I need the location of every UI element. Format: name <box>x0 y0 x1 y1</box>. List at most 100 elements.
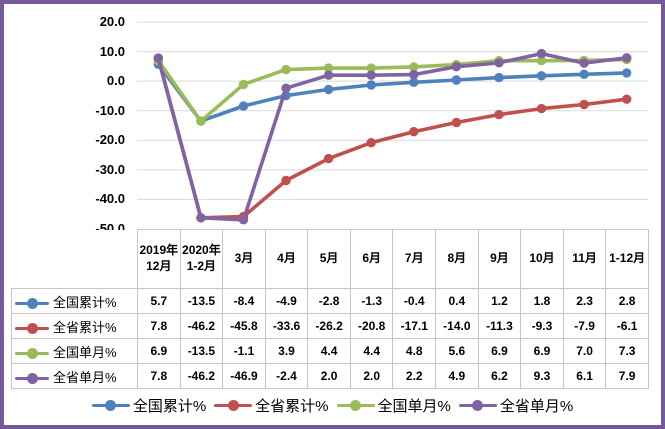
table-cell: -11.3 <box>477 313 522 339</box>
table-cell: 2.2 <box>392 363 437 389</box>
table-cell: -2.8 <box>307 288 351 314</box>
data-point-marker <box>323 153 334 164</box>
data-point-marker <box>281 64 291 75</box>
table-cell: 6.2 <box>477 363 522 389</box>
table-cell: -0.4 <box>392 288 437 314</box>
table-cell: -2.4 <box>264 363 309 389</box>
legend-line-marker-icon <box>336 399 375 411</box>
table-cell: -20.8 <box>349 313 394 339</box>
data-point-marker <box>366 138 376 148</box>
table-cell: 7.8 <box>137 313 181 339</box>
table-cell: 2.8 <box>605 288 649 314</box>
data-point-marker <box>451 75 462 85</box>
legend-line-marker-icon <box>458 399 497 411</box>
table-cell: -9.3 <box>520 313 564 339</box>
legend-item: 全省累计% <box>214 395 329 416</box>
table-header-cell: 2020年1-2月 <box>179 229 224 289</box>
data-point-marker <box>366 70 376 80</box>
table-corner-cell <box>11 229 138 289</box>
data-point-marker <box>196 213 206 223</box>
chart-data-table-wrap: 2019年12月 2020年1-2月 3月 4月 5月 6月 7月 8月 9月 10月 11月 1-1… <box>11 229 649 389</box>
data-point-marker <box>238 79 249 90</box>
table-cell: -13.5 <box>179 288 224 314</box>
table-cell: 5.7 <box>137 288 181 314</box>
table-cell: 9.3 <box>520 363 564 389</box>
data-point-marker <box>238 101 249 111</box>
table-cell: 1.8 <box>520 288 564 314</box>
legend-line-marker-icon <box>15 347 49 359</box>
table-header-cell: 9月 <box>477 229 522 289</box>
table-row: 全国累计% 5.7 -13.5 -8.4 -4.9 -2.8 -1.3 -0.4 0.4 1.2 1… <box>11 288 649 314</box>
data-point-marker <box>579 99 589 110</box>
table-row: 全省单月% 7.8 -46.2 -46.9 -2.4 2.0 2.0 2.2 4.9 6.2 9.3… <box>11 363 649 389</box>
table-cell: 6.9 <box>137 338 181 364</box>
data-point-marker <box>153 53 163 63</box>
legend-item: 全国累计% <box>91 395 207 416</box>
data-point-marker <box>536 56 547 66</box>
series-line <box>156 57 629 123</box>
table-header-cell: 10月 <box>520 229 564 289</box>
table-cell: 7.0 <box>562 338 607 364</box>
legend-line-marker-icon <box>15 322 49 334</box>
table-cell: -17.1 <box>392 313 437 339</box>
table-cell: 7.3 <box>605 338 649 364</box>
series-line <box>156 56 629 220</box>
chart-legend: 全国累计% 全省累计% 全国单月% 全省单月% <box>4 390 661 420</box>
table-cell: -4.9 <box>264 288 309 314</box>
table-cell: 2.3 <box>562 288 607 314</box>
table-header-cell: 2019年12月 <box>137 229 181 289</box>
table-cell: -6.1 <box>605 313 649 339</box>
table-cell: 1.2 <box>477 288 522 314</box>
legend-item-label: 全国累计% <box>132 397 207 415</box>
line-chart-plot-area <box>137 21 648 225</box>
table-header-cell: 3月 <box>222 229 266 289</box>
table-row: 全省累计% 7.8 -46.2 -45.8 -33.6 -26.2 -20.8 -17.1 -1… <box>11 313 649 339</box>
table-row: 全国单月% 6.9 -13.5 -1.1 3.9 4.4 4.4 4.8 5.6 6.9 6.9 7.… <box>11 338 649 364</box>
data-point-marker <box>579 58 589 68</box>
data-point-marker <box>622 68 632 78</box>
table-cell: -45.8 <box>222 313 266 339</box>
legend-item-label: 全省单月% <box>499 397 574 415</box>
table-cell: -33.6 <box>264 313 309 339</box>
series-name-label: 全国单月% <box>53 344 117 360</box>
y-axis-tick-label: -40.0 <box>95 191 125 207</box>
y-axis-tick-label: 10.0 <box>99 43 125 59</box>
table-header-cell: 7月 <box>392 229 437 289</box>
table-cell: 2.0 <box>307 363 351 389</box>
table-cell: 4.4 <box>349 338 394 364</box>
table-cell: 3.9 <box>264 338 309 364</box>
table-header-cell: 8月 <box>435 229 479 289</box>
table-row-label: 全国累计% <box>11 288 138 314</box>
chart-data-table: 2019年12月 2020年1-2月 3月 4月 5月 6月 7月 8月 9月 10月 11月 1-1… <box>11 229 649 389</box>
series-name-label: 全国累计% <box>53 294 117 310</box>
y-axis-tick-label: 20.0 <box>99 14 125 29</box>
legend-item: 全国单月% <box>336 395 451 416</box>
data-point-marker <box>451 62 462 72</box>
data-point-marker <box>366 80 376 90</box>
series-name-label: 全省单月% <box>53 369 117 385</box>
table-cell: 4.8 <box>392 338 437 364</box>
y-axis-tick-label: -20.0 <box>95 132 125 148</box>
data-point-marker <box>323 63 334 73</box>
data-point-marker <box>281 175 291 186</box>
data-point-marker <box>494 72 504 83</box>
data-point-marker <box>281 83 291 93</box>
data-point-marker <box>409 77 419 88</box>
table-header-cell: 11月 <box>562 229 607 289</box>
legend-item-label: 全国单月% <box>377 397 451 415</box>
table-cell: 7.8 <box>137 363 181 389</box>
legend-item: 全省单月% <box>458 395 574 416</box>
data-point-marker <box>494 58 504 68</box>
data-point-marker <box>409 69 419 80</box>
table-header-cell: 6月 <box>349 229 394 289</box>
table-cell: 0.4 <box>435 288 479 314</box>
legend-line-marker-icon <box>214 399 253 411</box>
table-cell: 6.9 <box>477 338 522 364</box>
table-cell: -13.5 <box>179 338 224 364</box>
legend-line-marker-icon <box>15 372 49 384</box>
data-point-marker <box>579 69 589 80</box>
table-cell: -26.2 <box>307 313 351 339</box>
data-point-marker <box>323 84 334 95</box>
series-line <box>156 62 629 123</box>
